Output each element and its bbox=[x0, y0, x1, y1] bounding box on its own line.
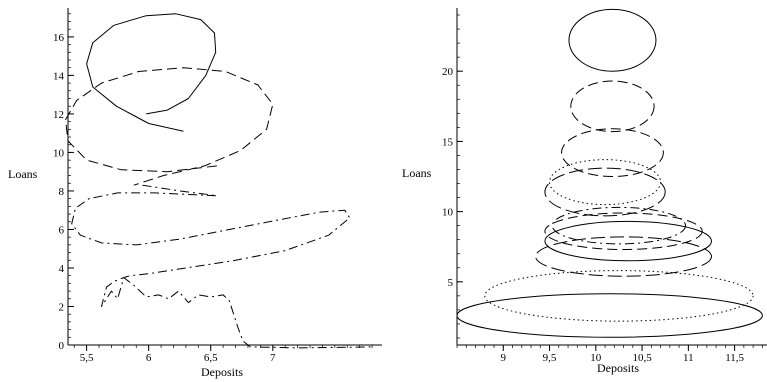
series-curve bbox=[86, 13, 217, 132]
x-tick-label: 6,5 bbox=[204, 352, 218, 364]
series-curve bbox=[561, 128, 664, 177]
left-chart-axes: 0 2 4 6 8 10 12 14 16 5,5 6 6,5 7 bbox=[53, 8, 382, 364]
series-curve bbox=[535, 236, 712, 277]
series-curve bbox=[568, 8, 657, 72]
series-curve bbox=[570, 80, 655, 133]
y-tick-label: 0 bbox=[59, 340, 65, 352]
x-tick-label: 7 bbox=[270, 352, 276, 364]
y-tick-label: 14 bbox=[53, 70, 65, 82]
x-tick-label: 10 bbox=[590, 352, 602, 364]
left-chart-x-axis-label: Deposits bbox=[201, 365, 243, 379]
y-tick-label: 16 bbox=[53, 32, 65, 44]
series-curve bbox=[71, 184, 373, 349]
x-tick-label: 11,5 bbox=[725, 352, 744, 364]
y-tick-label: 5 bbox=[448, 277, 454, 289]
right-chart-panel: 5 10 15 20 9 9,5 10 10,5 11 11,5 Deposits Loans bbox=[402, 8, 767, 375]
left-chart-y-axis-label: Loans bbox=[8, 167, 38, 181]
series-curve bbox=[551, 206, 687, 245]
y-tick-label: 10 bbox=[53, 147, 65, 159]
x-tick-label: 6 bbox=[146, 352, 152, 364]
right-chart-y-axis-label: Loans bbox=[402, 166, 432, 180]
series-curve bbox=[544, 212, 703, 251]
right-chart-x-axis-label: Deposits bbox=[597, 361, 639, 375]
x-tick-label: 9 bbox=[501, 352, 507, 364]
y-tick-label: 2 bbox=[59, 301, 65, 313]
series-curve bbox=[484, 270, 754, 322]
y-tick-label: 6 bbox=[59, 224, 65, 236]
series-curve bbox=[544, 167, 666, 217]
y-tick-label: 12 bbox=[53, 109, 64, 121]
y-tick-label: 8 bbox=[59, 186, 65, 198]
left-chart-series bbox=[65, 13, 373, 349]
x-tick-label: 5,5 bbox=[80, 352, 94, 364]
x-tick-label: 10,5 bbox=[632, 352, 652, 364]
x-tick-label: 9,5 bbox=[543, 352, 557, 364]
series-curve bbox=[65, 67, 274, 186]
x-tick-label: 11 bbox=[683, 352, 694, 364]
y-tick-label: 20 bbox=[442, 66, 454, 78]
y-tick-label: 15 bbox=[442, 136, 454, 148]
series-curve bbox=[456, 293, 763, 338]
series-curve bbox=[549, 159, 662, 206]
y-tick-label: 4 bbox=[59, 263, 65, 275]
y-tick-label: 10 bbox=[442, 207, 454, 219]
right-chart-series bbox=[456, 8, 763, 338]
left-chart-panel: 0 2 4 6 8 10 12 14 16 5,5 6 6,5 7 Deposits Loans bbox=[8, 8, 382, 379]
series-curve bbox=[544, 220, 712, 262]
right-chart-axes: 5 10 15 20 9 9,5 10 10,5 11 11,5 bbox=[442, 8, 767, 364]
